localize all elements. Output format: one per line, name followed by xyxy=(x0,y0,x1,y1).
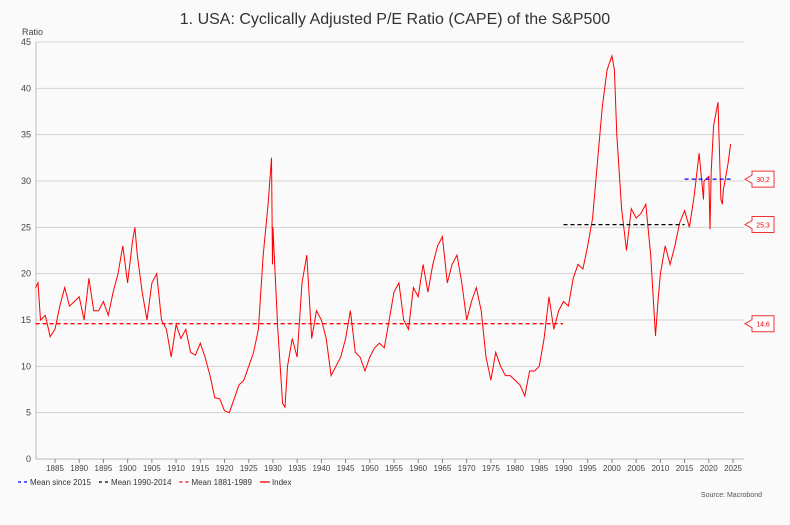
y-tick-label: 40 xyxy=(21,83,31,93)
x-tick-label: 2010 xyxy=(651,464,669,473)
y-tick-label: 25 xyxy=(21,222,31,232)
x-tick-label: 1925 xyxy=(240,464,258,473)
legend-label: Mean 1881-1989 xyxy=(191,478,252,487)
x-tick-label: 1905 xyxy=(143,464,161,473)
x-tick-label: 1970 xyxy=(458,464,476,473)
x-tick-label: 2025 xyxy=(724,464,742,473)
value-callout xyxy=(743,170,775,188)
x-tick-label: 1890 xyxy=(70,464,88,473)
x-tick-label: 1945 xyxy=(337,464,355,473)
x-tick-label: 1965 xyxy=(434,464,452,473)
x-tick-label: 1920 xyxy=(216,464,234,473)
x-tick-label: 1975 xyxy=(482,464,500,473)
x-tick-label: 1885 xyxy=(46,464,64,473)
y-tick-label: 30 xyxy=(21,176,31,186)
x-tick-label: 1960 xyxy=(409,464,427,473)
x-tick-label: 1900 xyxy=(119,464,137,473)
x-tick-label: 1910 xyxy=(167,464,185,473)
y-tick-label: 10 xyxy=(21,361,31,371)
y-axis-label: Ratio xyxy=(22,27,43,37)
source-note: Source: Macrobond xyxy=(701,492,762,499)
value-callout-label: 25,3 xyxy=(756,223,770,230)
series-line-index xyxy=(35,53,732,414)
y-tick-label: 45 xyxy=(21,37,31,47)
x-tick-label: 2015 xyxy=(676,464,694,473)
y-tick-label: 20 xyxy=(21,269,31,279)
legend-label: Index xyxy=(272,478,292,487)
y-tick-label: 5 xyxy=(26,408,31,418)
y-tick-label: 35 xyxy=(21,130,31,140)
x-tick-label: 1915 xyxy=(191,464,209,473)
x-tick-label: 1985 xyxy=(530,464,548,473)
y-tick-label: 15 xyxy=(21,315,31,325)
x-tick-label: 1950 xyxy=(361,464,379,473)
value-callout-label: 30,2 xyxy=(756,177,770,184)
legend-label: Mean since 2015 xyxy=(30,478,91,487)
value-callout-label: 14,6 xyxy=(756,322,770,329)
x-tick-label: 1980 xyxy=(506,464,524,473)
x-tick-label: 1990 xyxy=(555,464,573,473)
legend-label: Mean 1990-2014 xyxy=(111,478,172,487)
value-callout xyxy=(743,216,775,234)
value-callout xyxy=(743,315,775,333)
y-tick-label: 0 xyxy=(26,454,31,464)
x-tick-label: 1895 xyxy=(95,464,113,473)
x-tick-label: 1955 xyxy=(385,464,403,473)
x-tick-label: 2000 xyxy=(603,464,621,473)
x-tick-label: 1935 xyxy=(288,464,306,473)
x-tick-label: 1940 xyxy=(312,464,330,473)
x-tick-label: 2005 xyxy=(627,464,645,473)
x-tick-label: 1995 xyxy=(579,464,597,473)
x-tick-label: 1930 xyxy=(264,464,282,473)
chart-title: 1. USA: Cyclically Adjusted P/E Ratio (C… xyxy=(180,11,611,28)
x-tick-label: 2020 xyxy=(700,464,718,473)
